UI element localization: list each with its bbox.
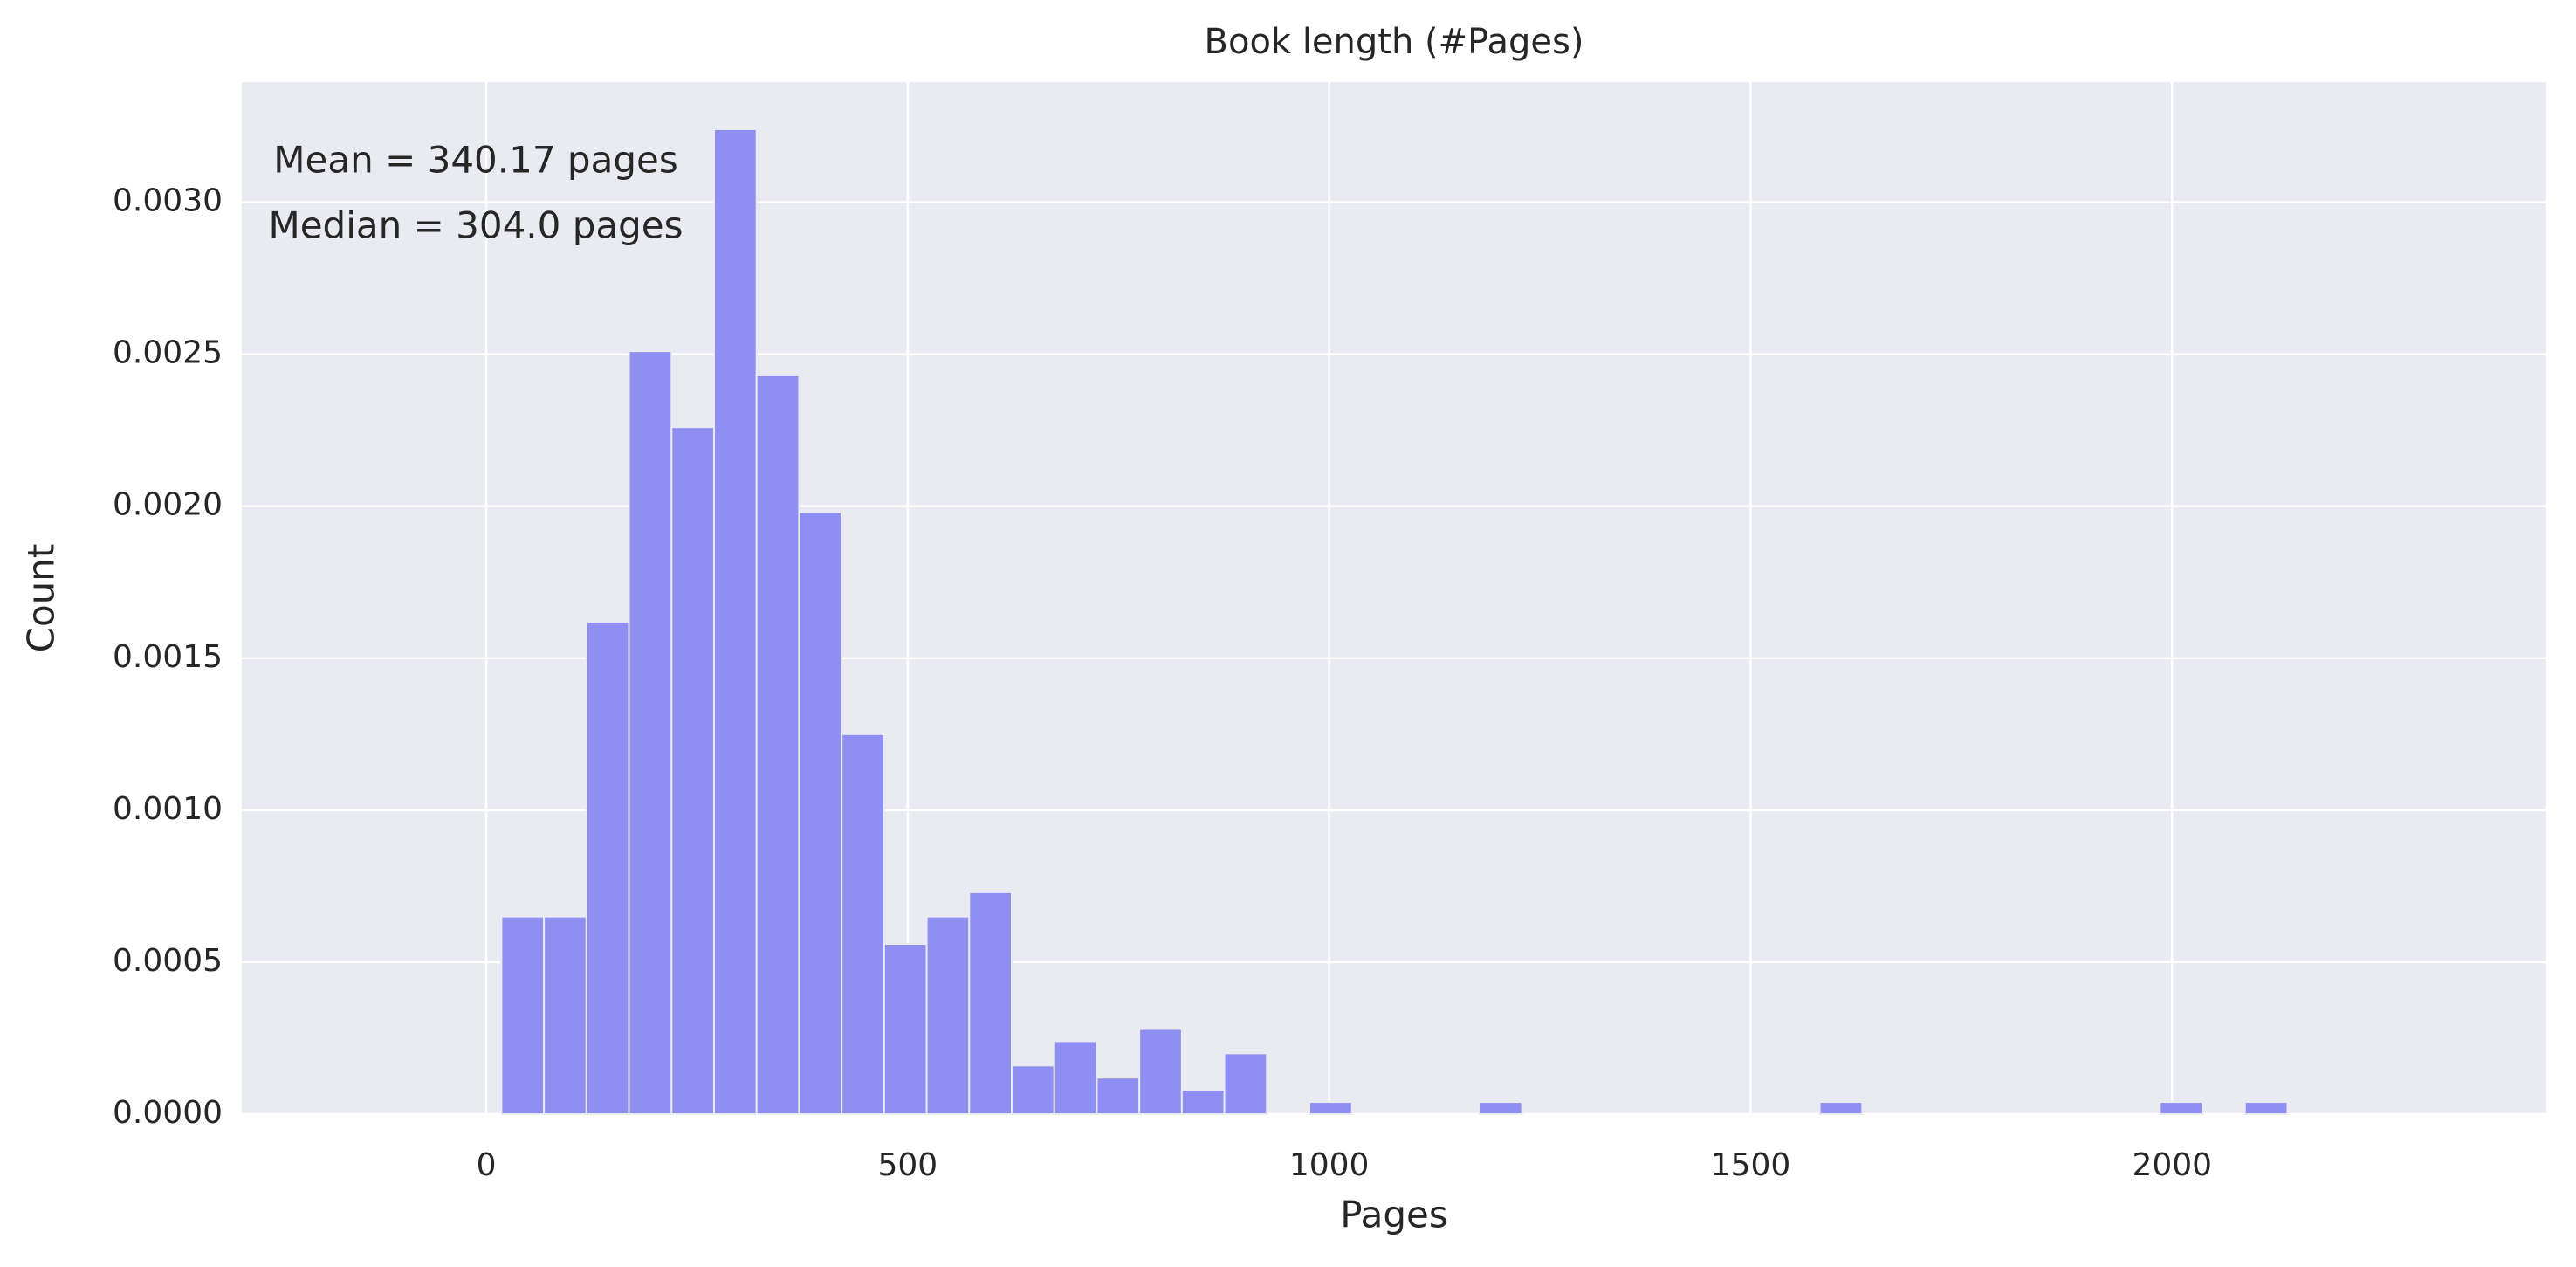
bar — [1138, 1028, 1183, 1116]
x-tick-label: 1500 — [1711, 1147, 1791, 1183]
bar — [2159, 1101, 2204, 1115]
x-tick-label: 1000 — [1289, 1147, 1370, 1183]
annotation: Median = 304.0 pages — [268, 204, 683, 247]
bar — [1309, 1101, 1353, 1115]
x-tick-label: 2000 — [2132, 1147, 2212, 1183]
bar — [925, 915, 971, 1116]
bar — [500, 915, 546, 1116]
bar — [2243, 1101, 2289, 1115]
bar — [1010, 1064, 1055, 1116]
y-tick-label: 0.0010 — [113, 791, 223, 827]
chart-title: Book length (#Pages) — [1205, 22, 1584, 62]
y-tick-label: 0.0000 — [113, 1095, 223, 1131]
annotation: Mean = 340.17 pages — [273, 139, 677, 182]
x-axis-label: Pages — [1340, 1194, 1448, 1236]
bar — [1223, 1052, 1268, 1115]
bar — [670, 426, 715, 1115]
y-tick-label: 0.0005 — [113, 943, 223, 979]
y-axis-label: Count — [20, 544, 63, 653]
bar — [1180, 1089, 1226, 1115]
bar — [1818, 1101, 1864, 1115]
y-tick-label: 0.0030 — [113, 183, 223, 219]
bar — [968, 891, 1013, 1115]
y-tick-label: 0.0015 — [113, 639, 223, 675]
x-tick-label: 0 — [477, 1147, 497, 1183]
bar — [543, 915, 587, 1116]
bar — [712, 127, 758, 1116]
bar — [883, 943, 928, 1115]
bar — [755, 374, 800, 1115]
bar — [628, 350, 673, 1115]
bar — [841, 733, 885, 1116]
bar — [1053, 1040, 1098, 1115]
y-tick-label: 0.0020 — [113, 487, 223, 523]
x-tick-label: 500 — [877, 1147, 938, 1183]
y-tick-label: 0.0025 — [113, 335, 223, 371]
bar — [1096, 1077, 1141, 1116]
bar — [585, 620, 630, 1115]
bar — [1478, 1101, 1523, 1115]
bar — [798, 511, 843, 1115]
